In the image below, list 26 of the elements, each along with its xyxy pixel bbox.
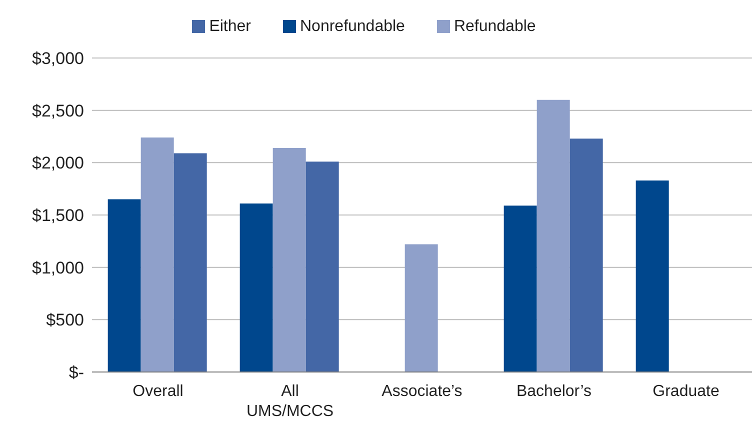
bar <box>404 244 438 372</box>
bar <box>570 138 603 372</box>
x-tick-label: Overall <box>132 383 184 400</box>
legend-label: Nonrefundable <box>300 18 405 35</box>
x-tick-label: Bachelor’s <box>516 383 592 400</box>
bar <box>306 162 339 372</box>
y-tick-label: $1,500 <box>32 206 84 226</box>
legend-label: Either <box>209 18 251 35</box>
bar <box>272 148 306 372</box>
bar <box>636 180 669 372</box>
bar <box>240 203 273 372</box>
y-tick-label: $- <box>68 363 84 382</box>
y-tick-label: $2,500 <box>32 101 84 120</box>
x-tick-label: All UMS/MCCS <box>246 383 334 420</box>
bar <box>108 199 141 372</box>
y-tick-label: $500 <box>46 310 84 330</box>
x-tick-label: Graduate <box>652 383 720 400</box>
x-tick-label: Associate’s <box>382 383 462 400</box>
legend-label: Refundable <box>454 18 536 35</box>
bar <box>174 153 207 372</box>
bar <box>140 138 174 372</box>
bar <box>504 206 537 372</box>
y-tick-label: $1,000 <box>32 258 84 278</box>
bar <box>536 100 570 372</box>
y-tick-label: $3,000 <box>32 49 84 68</box>
y-tick-label: $2,000 <box>32 154 84 173</box>
